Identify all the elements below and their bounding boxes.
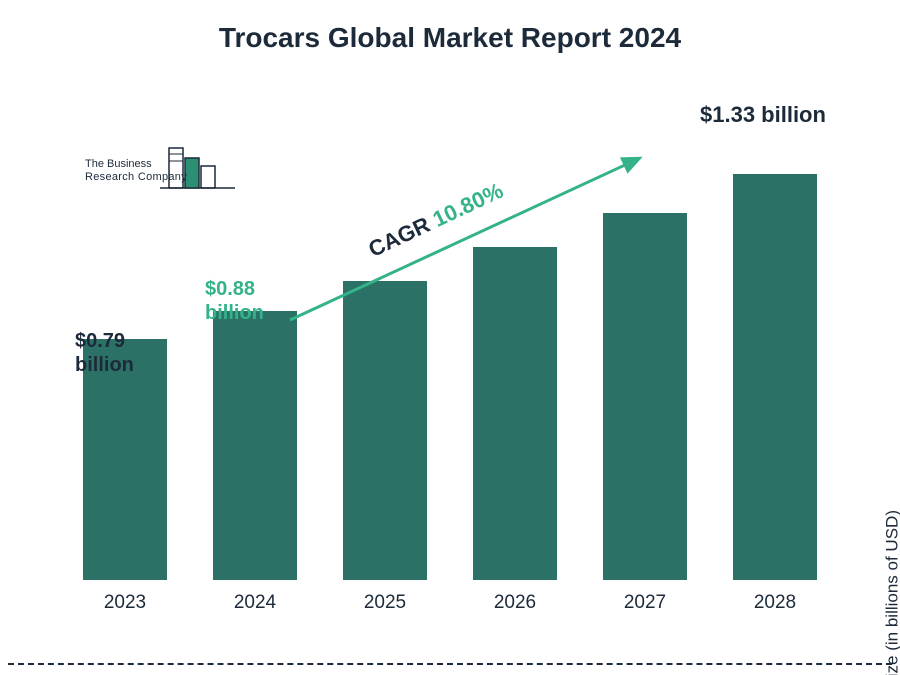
cagr-arrow <box>0 0 900 675</box>
y-axis-label: Market Size (in billions of USD) <box>882 510 900 675</box>
bottom-divider <box>8 663 892 665</box>
